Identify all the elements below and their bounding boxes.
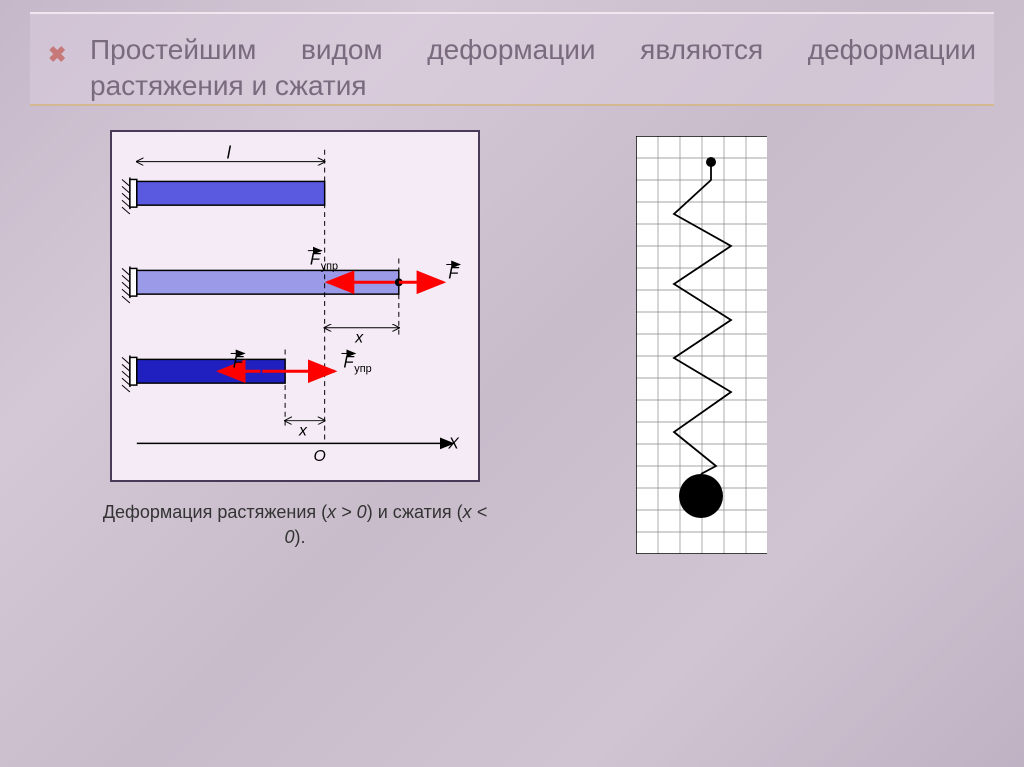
caption-var1: x > 0	[327, 502, 367, 522]
svg-text:x: x	[298, 423, 308, 440]
diagram-caption: Деформация растяжения (x > 0) и сжатия (…	[95, 500, 495, 550]
svg-text:F: F	[448, 263, 460, 282]
deformation-diagram: lxxFупрFFFупрOX	[110, 130, 480, 482]
diagram-svg: lxxFупрFFFупрOX	[112, 132, 478, 480]
svg-text:F: F	[233, 352, 245, 371]
svg-text:l: l	[227, 143, 232, 163]
spring-svg	[636, 136, 767, 554]
bullet-icon: ✖	[48, 42, 66, 68]
header-box: ✖ Простейшим видом деформации являются д…	[30, 12, 994, 106]
spring-diagram	[636, 136, 767, 554]
header-text: Простейшим видом деформации являются деф…	[90, 32, 976, 105]
caption-prefix: Деформация растяжения (	[103, 502, 327, 522]
svg-text:O: O	[314, 448, 326, 465]
svg-text:x: x	[354, 330, 364, 347]
svg-text:упр: упр	[321, 260, 338, 272]
svg-text:упр: упр	[354, 363, 371, 375]
svg-text:X: X	[447, 435, 460, 452]
caption-suffix: ).	[295, 527, 306, 547]
caption-mid: ) и сжатия (	[367, 502, 463, 522]
